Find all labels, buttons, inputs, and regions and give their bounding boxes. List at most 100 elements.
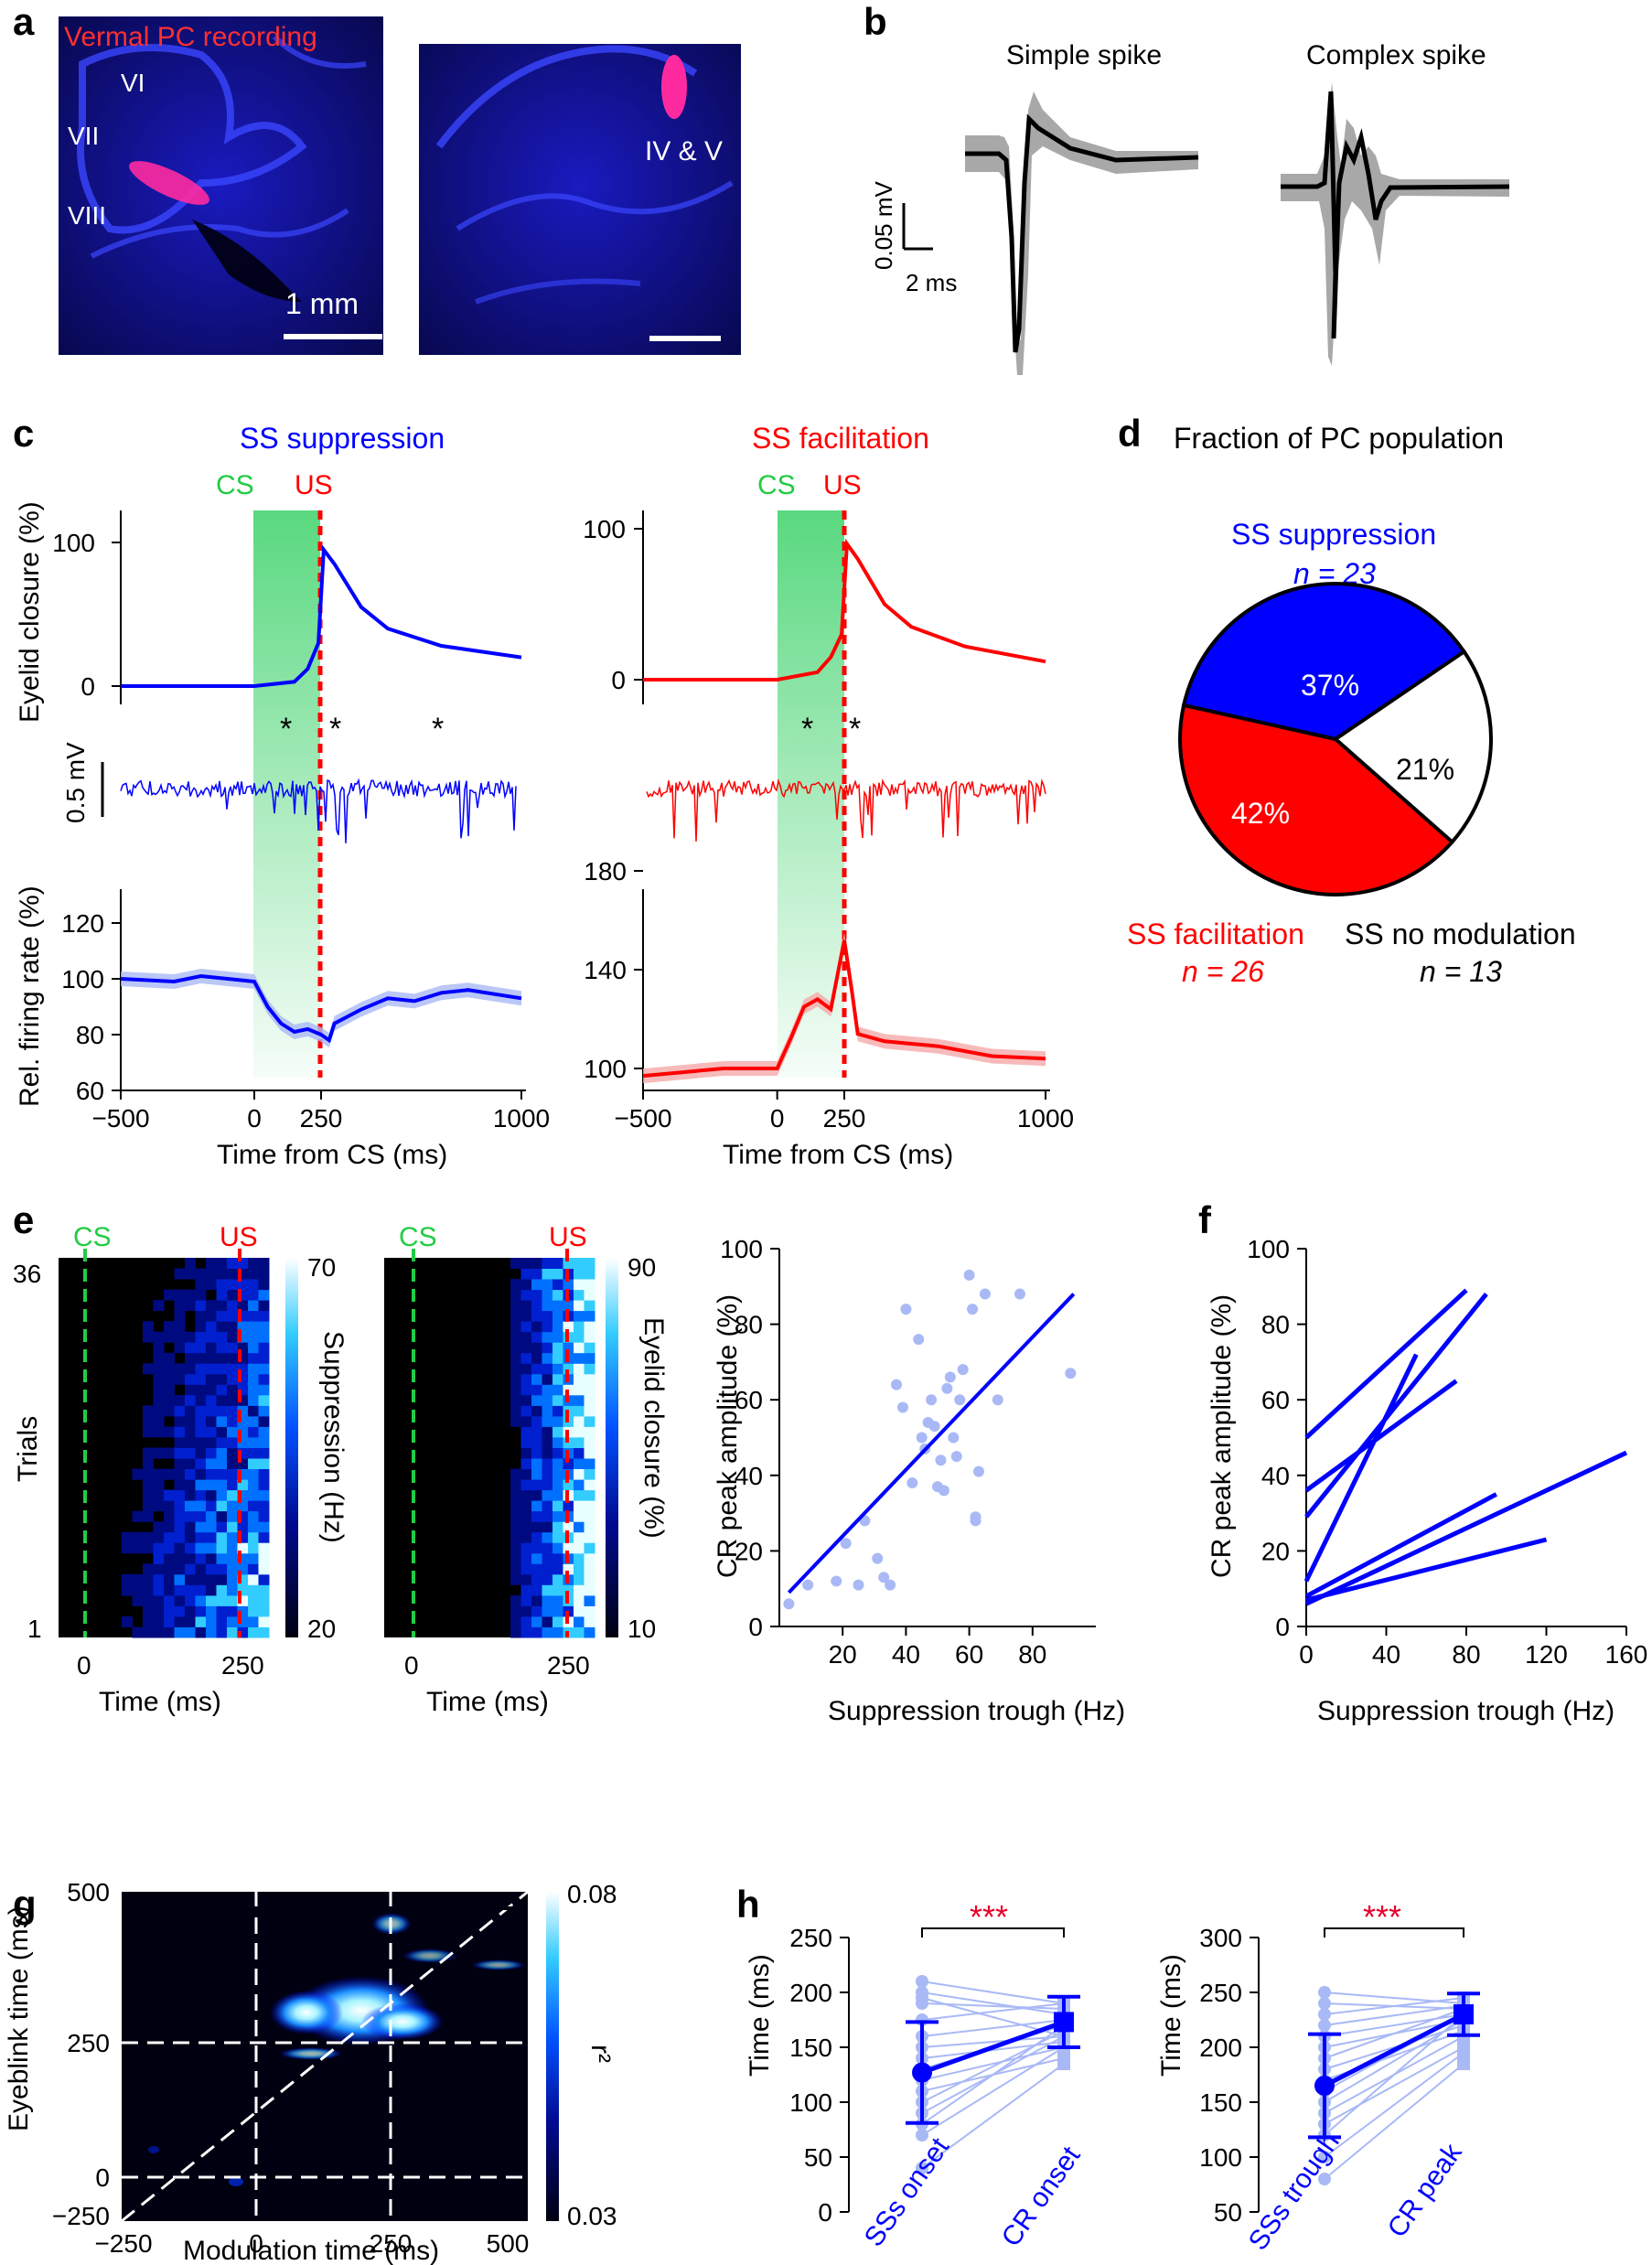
- heat-cell: [227, 1384, 238, 1396]
- heat-cell: [195, 1394, 207, 1406]
- heat-cell: [206, 1331, 217, 1343]
- heat-cell: [227, 1531, 238, 1543]
- g-ytick-500: 500: [67, 1878, 110, 1906]
- h-left-ylabel: Time (ms): [745, 1954, 775, 2077]
- scatter-point: [950, 1451, 962, 1463]
- heat-cell: [552, 1437, 563, 1448]
- heat-cell: [552, 1542, 563, 1554]
- heat-cell: [584, 1626, 595, 1638]
- heat-cell: [542, 1352, 553, 1364]
- heat-cell: [237, 1500, 249, 1512]
- heat-cell: [258, 1626, 270, 1638]
- cbar-suppression: [285, 1258, 298, 1637]
- tick-label: 250: [300, 1104, 343, 1132]
- heat-cell: [174, 1363, 186, 1375]
- heat-cell: [143, 1563, 154, 1575]
- scatter-point: [1065, 1368, 1077, 1379]
- tick-label: 60: [1261, 1386, 1290, 1414]
- heat-cell: [520, 1426, 532, 1438]
- heat-cell: [542, 1531, 553, 1543]
- heat-cell: [143, 1415, 154, 1427]
- eyelid-tick-100-left: 100: [52, 529, 95, 557]
- heat-cell: [153, 1331, 165, 1343]
- heat-cell: [258, 1616, 270, 1627]
- heat-cell: [248, 1552, 259, 1564]
- rate-band-right: [643, 932, 1046, 1084]
- heat-cell: [552, 1510, 563, 1522]
- heat-cell: [195, 1310, 207, 1322]
- heat-cell: [584, 1373, 595, 1385]
- heat-cell: [552, 1531, 563, 1543]
- scatter-point: [967, 1304, 979, 1315]
- heat-cell: [510, 1279, 521, 1291]
- panel-label-e: e: [13, 1198, 34, 1241]
- tick-label: −500: [614, 1104, 671, 1132]
- tick-label: 1000: [1017, 1104, 1074, 1132]
- heat-cell: [185, 1394, 196, 1406]
- heat-cell: [206, 1258, 217, 1269]
- f-line-cell3: [1304, 1292, 1488, 1519]
- heat-cell: [584, 1268, 595, 1280]
- scatter-point: [941, 1382, 953, 1394]
- heat-cell: [531, 1415, 542, 1427]
- heat-cell: [153, 1384, 165, 1396]
- heat-cell: [584, 1468, 595, 1480]
- heat-cell: [531, 1405, 542, 1417]
- cs-us-window-right: [778, 510, 844, 1078]
- heat-cell: [206, 1373, 217, 1385]
- heat-cell: [520, 1616, 532, 1627]
- e1-xlabel: Time (ms): [99, 1687, 221, 1717]
- tick-label: 0: [818, 2198, 832, 2227]
- f-line-cell2: [1303, 1353, 1419, 1583]
- heat-cell: [574, 1426, 585, 1438]
- us-label-right: US: [823, 470, 862, 500]
- heat-cell: [552, 1563, 563, 1575]
- heat-cell: [206, 1605, 217, 1617]
- tick-label: 0: [748, 1613, 763, 1641]
- scatter-point: [891, 1379, 903, 1390]
- pie-slice-ss-facilitation: [1178, 703, 1455, 896]
- heat-cell: [164, 1626, 175, 1638]
- heat-cell: [248, 1500, 259, 1512]
- tick-label: 40: [735, 1462, 763, 1490]
- e2-xtick-0: 0: [404, 1651, 419, 1680]
- heat-cell: [248, 1310, 259, 1322]
- heat-cell: [206, 1563, 217, 1575]
- heat-cell: [195, 1373, 207, 1385]
- heat-cell: [185, 1542, 196, 1554]
- heat-cell: [206, 1279, 217, 1291]
- scatter-point: [963, 1269, 975, 1281]
- raw-trace-right: [646, 778, 1046, 842]
- heat-cell: [195, 1321, 207, 1333]
- heat-cell: [248, 1426, 259, 1438]
- pair-point: [1457, 2057, 1470, 2070]
- heat-cell: [584, 1426, 595, 1438]
- heat-cell: [216, 1594, 228, 1606]
- heat-cell: [185, 1500, 196, 1512]
- tick-label: 80: [735, 1311, 763, 1339]
- heat-cell: [584, 1384, 595, 1396]
- mean-line: [921, 2020, 1065, 2075]
- heat-cell: [227, 1405, 238, 1417]
- heat-cell: [174, 1479, 186, 1491]
- heat-cell: [206, 1510, 217, 1522]
- heat-cell: [248, 1331, 259, 1343]
- heat-cell: [552, 1458, 563, 1469]
- heat-cell: [552, 1363, 563, 1375]
- heat-cell: [216, 1447, 228, 1459]
- f-line-cell4: [1304, 1379, 1458, 1493]
- heat-cell: [248, 1479, 259, 1491]
- heat-cell: [248, 1521, 259, 1533]
- pair-line: [921, 2002, 1065, 2010]
- heat-cell: [248, 1468, 259, 1480]
- heat-cell: [227, 1331, 238, 1343]
- heat-cell: [574, 1258, 585, 1269]
- heat-cell: [552, 1573, 563, 1585]
- heat-cell: [552, 1268, 563, 1280]
- heat-cell: [153, 1405, 165, 1417]
- heat-cell: [248, 1415, 259, 1427]
- heat-cell: [143, 1605, 154, 1617]
- heat-cell: [227, 1626, 238, 1638]
- heat-cell: [258, 1321, 270, 1333]
- heat-cell: [542, 1584, 553, 1596]
